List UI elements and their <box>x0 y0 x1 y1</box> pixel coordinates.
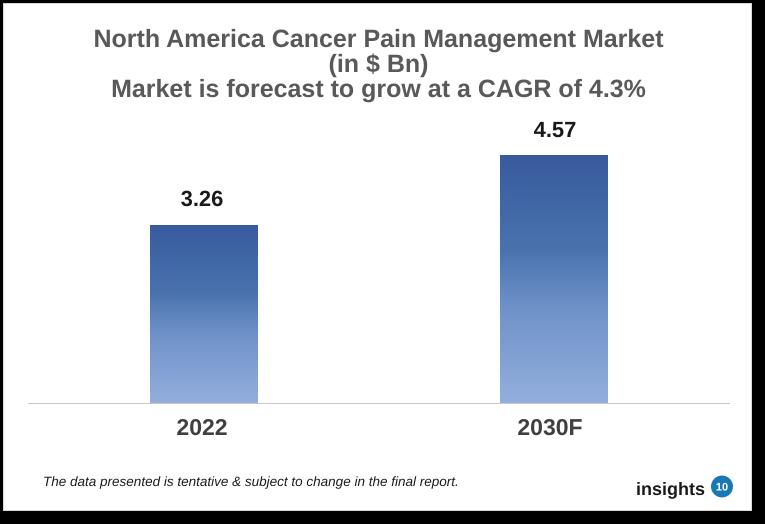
svg-text:10: 10 <box>716 482 728 494</box>
svg-text:insights: insights <box>636 479 705 499</box>
